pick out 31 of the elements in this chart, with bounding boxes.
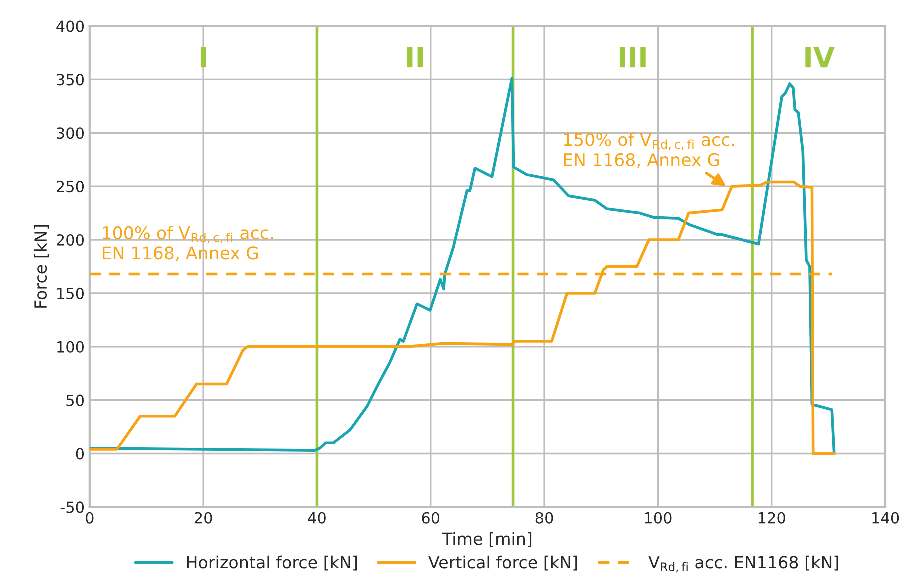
annotation: I [200, 47, 206, 68]
line-series [90, 77, 836, 456]
y-tick-label: 50 [66, 394, 84, 406]
annotation: III [620, 47, 646, 68]
y-tick-label: 200 [56, 234, 84, 246]
y-tick-label: 350 [57, 74, 84, 86]
annotation: 150% of V$_{Rd,c,fi}$ acc. EN 1168, Annex G [564, 132, 734, 168]
legend-label: V$_{Rd,fi}$ acc. EN1168 [kN] [648, 556, 838, 573]
x-tick-label: 100 [645, 512, 672, 524]
y-tick-label: 0 [76, 448, 84, 460]
x-tick-label: 120 [758, 512, 786, 524]
y-tick-label: 300 [57, 128, 84, 140]
annotation: II [407, 47, 424, 68]
x-tick-label: 20 [194, 512, 212, 524]
y-tick-label: 250 [56, 181, 84, 193]
y-axis-title: Force [kN] [34, 225, 50, 308]
y-tick-label: 100 [58, 341, 84, 353]
y-tick-label: 150 [58, 288, 84, 300]
annotation: IV [806, 47, 835, 68]
x-axis-title: Time [min] [442, 532, 532, 548]
legend-label: Horizontal force [kN] [187, 556, 358, 571]
legend-label: Vertical force [kN] [428, 556, 578, 571]
x-tick-label: 60 [422, 512, 440, 524]
annotation: 100% of V$_{Rd,c,fi}$ acc. EN 1168, Annex G [102, 226, 274, 262]
line-series [90, 180, 836, 456]
y-tick-label: -50 [60, 502, 84, 514]
x-tick-label: 0 [86, 512, 94, 524]
x-tick-label: 40 [308, 512, 326, 524]
x-tick-label: 80 [536, 512, 554, 524]
x-tick-label: 140 [872, 512, 899, 524]
y-tick-label: 400 [56, 20, 84, 32]
